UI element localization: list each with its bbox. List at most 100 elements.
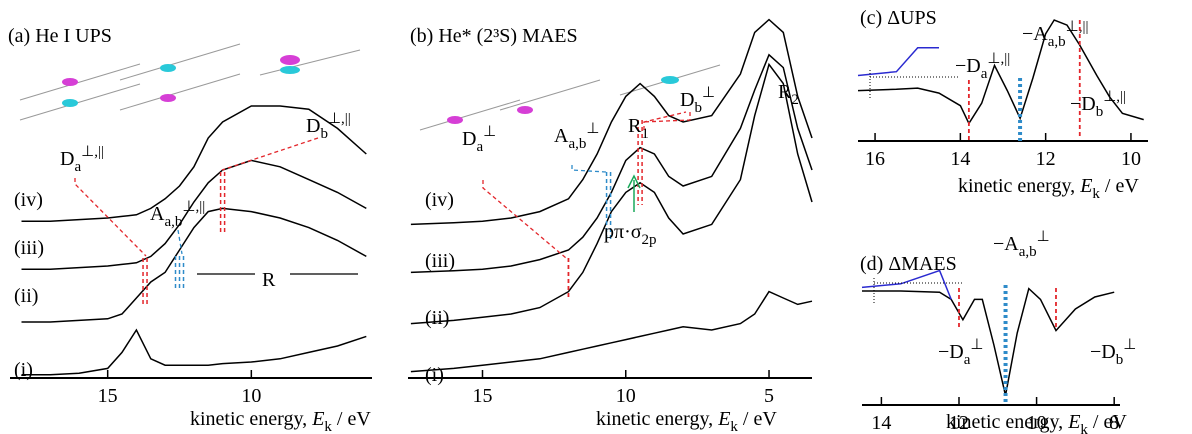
- x-axis-label-part: k: [730, 419, 738, 434]
- marker-label: Da⊥: [462, 124, 496, 155]
- marker-label-part: a: [981, 66, 988, 82]
- annotation-part: pπ·σ: [604, 221, 642, 243]
- series-label: (iv): [14, 189, 43, 211]
- marker-label-part: a: [74, 159, 81, 175]
- annotation-part: R: [262, 269, 276, 291]
- series-label: (iii): [425, 250, 455, 272]
- x-tick-label: 12: [1036, 148, 1056, 170]
- marker-connector: [641, 112, 691, 123]
- x-tick-label: 5: [764, 385, 774, 407]
- marker-label-part: b: [320, 126, 328, 142]
- marker-label-part: ⊥: [483, 124, 496, 140]
- series-label: (i): [14, 359, 33, 381]
- x-tick-label: 8: [1109, 412, 1119, 434]
- marker-label-part: ⊥,||: [1066, 19, 1089, 35]
- marker-label-part: ⊥,||: [328, 111, 351, 127]
- x-axis-label-part: kinetic energy,: [190, 408, 312, 430]
- marker-label-part: ⊥,||: [987, 51, 1010, 67]
- x-tick-label: 16: [865, 148, 885, 170]
- marker-label-part: b: [1096, 104, 1104, 120]
- marker-label-part: −A: [1022, 23, 1048, 45]
- x-axis-label: kinetic energy, Ek / eV: [190, 408, 371, 434]
- spectrum-line: [410, 62, 813, 325]
- spectrum-line: [410, 18, 813, 226]
- marker-label-part: −A: [993, 233, 1019, 255]
- marker-label-part: b: [1116, 352, 1124, 368]
- marker-label: −Db⊥: [1090, 337, 1136, 368]
- marker-label-part: ⊥,||: [1103, 89, 1126, 105]
- marker-label: Da⊥,||: [60, 144, 104, 175]
- x-axis-label-part: E: [311, 408, 324, 430]
- marker-label-part: ⊥: [702, 85, 715, 101]
- marker-label-part: a,b: [1019, 244, 1037, 260]
- chart-title: (b) He* (2³S) MAES: [410, 25, 578, 47]
- series-label: (ii): [425, 307, 449, 329]
- x-axis-label-part: / eV: [1100, 175, 1139, 197]
- marker-label-part: ⊥,||: [81, 144, 104, 160]
- marker-connector: [74, 178, 147, 257]
- marker-label: −Da⊥: [938, 337, 983, 368]
- marker-label-part: a,b: [1048, 34, 1066, 50]
- x-tick-label: 15: [98, 385, 118, 407]
- marker-label-part: −D: [1090, 341, 1116, 363]
- marker-label: −Db⊥,||: [1070, 89, 1126, 120]
- x-tick-label: 10: [241, 385, 261, 407]
- x-tick-label: 14: [950, 148, 970, 170]
- x-axis-label-part: kinetic energy,: [946, 411, 1068, 433]
- marker-label: −Da⊥,||: [955, 51, 1010, 82]
- spectrum-line: [21, 328, 367, 376]
- marker-label-part: ⊥: [1037, 229, 1050, 245]
- marker-label-part: ⊥: [586, 121, 599, 137]
- marker-connector: [643, 111, 687, 130]
- series-label: (ii): [14, 285, 38, 307]
- marker-label: Aa,b⊥: [554, 121, 599, 152]
- spectrum-line: [410, 290, 813, 373]
- x-axis-label-part: E: [1079, 175, 1092, 197]
- marker-label-part: D: [680, 89, 694, 111]
- x-axis-label-part: E: [717, 408, 730, 430]
- marker-label-part: −D: [938, 341, 964, 363]
- annotation-part: R: [778, 81, 792, 103]
- marker-label-part: a: [476, 139, 483, 155]
- marker-label-part: ⊥: [970, 337, 983, 353]
- annotation-part: 1: [641, 126, 649, 142]
- annotation: R1: [628, 115, 649, 142]
- molecule-sketch: [19, 43, 721, 131]
- marker-label: Aa,b⊥,||: [150, 199, 205, 230]
- molecule-orbitals: [62, 55, 679, 124]
- x-tick-label: 10: [616, 385, 636, 407]
- x-tick-label: 12: [949, 412, 969, 434]
- marker-label-part: D: [60, 148, 74, 170]
- chart-title: (c) ΔUPS: [860, 7, 937, 29]
- spectrum-line: [857, 19, 1144, 125]
- marker-label-part: a,b: [164, 214, 182, 230]
- x-axis-label-part: kinetic energy,: [958, 175, 1080, 197]
- chart-title: (a) He I UPS: [8, 25, 112, 47]
- series-label: (iv): [425, 189, 454, 211]
- spectrum-line: [21, 105, 367, 222]
- annotation: R: [262, 269, 276, 291]
- marker-label-part: −D: [955, 55, 981, 77]
- marker-label-part: a: [964, 352, 971, 368]
- marker-label-part: A: [554, 125, 569, 147]
- x-axis-label-part: k: [1092, 186, 1100, 202]
- annotation-part: 2: [791, 92, 799, 108]
- x-tick-label: 10: [1121, 148, 1141, 170]
- x-tick-label: 14: [871, 412, 891, 434]
- arrow-head: [627, 174, 641, 189]
- marker-label-part: −D: [1070, 93, 1096, 115]
- marker-label: −Aa,b⊥: [993, 229, 1050, 260]
- spectrum-line: [21, 159, 367, 270]
- x-axis-label-part: / eV: [1088, 411, 1127, 433]
- series-label: (iii): [14, 237, 44, 259]
- x-axis-label: kinetic energy, Ek / eV: [596, 408, 777, 434]
- marker-label-part: A: [150, 203, 165, 225]
- spectrum-line: [862, 287, 1115, 396]
- x-axis-label-part: k: [324, 419, 332, 434]
- annotation-part: R: [628, 115, 642, 137]
- marker-label-part: a,b: [568, 136, 586, 152]
- annotation: pπ·σ2p: [604, 221, 657, 248]
- marker-label: Db⊥: [680, 85, 715, 116]
- x-axis-label-part: / eV: [332, 408, 371, 430]
